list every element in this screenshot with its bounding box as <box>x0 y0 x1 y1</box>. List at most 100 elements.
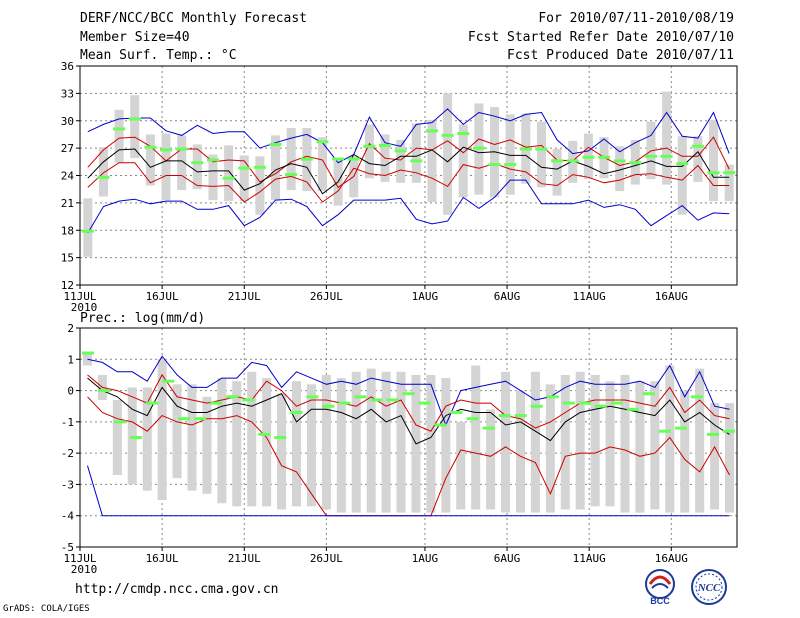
panel1-median-mark <box>113 127 126 131</box>
panel1-range-bar <box>536 121 546 188</box>
panel1-range-bar <box>130 95 140 159</box>
panel2-median-mark <box>226 395 239 399</box>
panel2-median-mark <box>370 398 383 402</box>
panel2-median-mark <box>546 395 559 399</box>
panel2-range-bar <box>291 381 302 507</box>
panel1-median-mark <box>222 176 235 180</box>
ncc-logo-text: NCC <box>697 582 721 594</box>
panel1-median-mark <box>598 155 611 159</box>
panel2-max-line <box>87 355 730 427</box>
panel1-median-mark <box>535 147 548 151</box>
panel1-range-bar <box>192 144 202 190</box>
panel1-ytick-label: 21 <box>61 197 74 210</box>
panel2-year-label: 2010 <box>71 563 98 576</box>
panel2-median-mark <box>130 436 143 439</box>
panel2-group: -5 -4 -3 -2 -1 0 1 2 11JUL 16JUL 21JUL 26JUL 1AUG 6AU… <box>61 311 738 576</box>
variable-label: Mean Surf. Temp.: °C <box>80 48 237 63</box>
panel1-range-bar <box>552 149 562 196</box>
panel1-range-bar <box>693 136 703 182</box>
panel1-range-bar <box>98 147 108 197</box>
bcc-logo-text: BCC <box>650 596 670 606</box>
panel2-median-mark <box>306 395 319 399</box>
panel1-median-mark <box>128 117 141 121</box>
panel2-median-mark <box>690 395 703 399</box>
panel1-max-line <box>87 108 730 164</box>
ncc-logo-icon: NCC <box>691 569 727 605</box>
panel1-ytick-label: 15 <box>61 252 74 265</box>
panel2-median-mark <box>114 420 127 424</box>
member-size: Member Size=40 <box>80 30 190 45</box>
panel2-median-mark <box>162 379 175 383</box>
panel2-median-mark <box>498 414 511 418</box>
panel2-median-mark <box>450 410 463 414</box>
panel2-range-bar <box>710 403 720 510</box>
panel1-median-mark <box>191 161 204 165</box>
panel2-range-bar <box>560 374 570 510</box>
panel2-median-mark <box>418 401 431 405</box>
chart-title: DERF/NCC/BCC Monthly Forecast <box>80 11 307 26</box>
panel1-range-bar <box>364 124 374 179</box>
panel2-mean-line <box>87 377 730 445</box>
panel2-median-mark <box>290 410 303 414</box>
panel2-upper-line <box>87 373 730 432</box>
panel1-median-mark <box>707 171 720 175</box>
panel2-min-line <box>87 465 730 517</box>
panel1-median-mark <box>504 163 517 167</box>
panel2-range-bar <box>471 365 481 510</box>
panel2-range-bar <box>635 381 645 513</box>
panel1-range-bar <box>286 128 296 191</box>
panel1-ytick-label: 24 <box>61 170 75 183</box>
panel1-median-mark <box>379 143 392 147</box>
panel2-xtick-label: 26JUL <box>310 552 343 565</box>
panel1-range-bar <box>177 135 187 191</box>
panel1-median-mark <box>629 161 642 165</box>
panel2-median-mark <box>258 432 271 436</box>
panel2-range-bar <box>456 421 466 510</box>
panel2-ytick-label: -3 <box>61 478 74 491</box>
panel2-median-mark <box>466 417 479 421</box>
panel1-range-bar <box>255 156 265 215</box>
panel1-median-mark <box>551 159 564 163</box>
panel1-median-mark <box>519 147 532 151</box>
panel1-range-bar <box>677 136 687 215</box>
panel1-median-mark <box>81 229 94 233</box>
panel1-range-bar <box>724 164 734 202</box>
panel1-range-bar <box>239 155 249 202</box>
panel1-median-mark <box>457 132 470 136</box>
forecast-period: For 2010/07/11-2010/08/19 <box>538 11 734 26</box>
panel1-range-bar <box>427 119 437 202</box>
panel2-range-bar <box>725 403 735 513</box>
panel1-median-mark <box>363 144 376 148</box>
panel1-range-bar <box>505 114 515 195</box>
panel2-range-bar <box>590 374 600 507</box>
panel1-range-bar <box>458 124 468 198</box>
panel1-xtick-label: 6AUG <box>494 290 521 303</box>
panel2-range-bar <box>605 381 615 507</box>
panel1-range-bar <box>443 93 453 215</box>
panel1-median-mark <box>332 157 345 161</box>
panel1-range-bar <box>83 198 93 257</box>
panel2-median-mark <box>578 401 591 405</box>
panel2-ytick-label: -5 <box>61 541 74 554</box>
panel2-subtitle: Prec.: log(mm/d) <box>80 311 205 326</box>
panel1-xtick-label: 1AUG <box>412 290 439 303</box>
footer-url[interactable]: http://cmdp.ncc.cma.gov.cn <box>75 582 279 597</box>
panel1-median-mark <box>316 140 329 144</box>
panel2-median-mark <box>434 423 447 427</box>
panel2-ytick-label: 2 <box>67 322 74 335</box>
panel1-median-mark <box>300 157 313 161</box>
panel1-median-mark <box>394 149 407 153</box>
panel2-range-bar <box>232 381 242 507</box>
panel2-range-bar <box>650 381 660 510</box>
panel1-xtick-label: 26JUL <box>310 290 343 303</box>
panel1-xtick-label: 21JUL <box>228 290 261 303</box>
panel1-ytick-label: 18 <box>61 224 74 237</box>
panel2-median-mark <box>530 404 543 408</box>
panel2-ytick-label: -2 <box>61 447 74 460</box>
panel1-median-mark <box>175 147 188 151</box>
forecast-produced: Fcst Produced Date 2010/07/11 <box>507 48 734 63</box>
panel1-median-mark <box>410 159 423 163</box>
panel2-median-mark <box>610 401 623 405</box>
panel2-range-bar <box>127 387 137 485</box>
panel2-median-mark <box>354 395 367 399</box>
